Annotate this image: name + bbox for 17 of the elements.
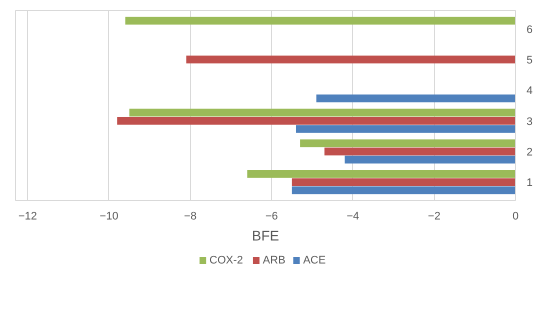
y-tick-label: 3 [526,116,533,128]
x-tick-label: 0 [512,210,519,222]
x-tick-label: −6 [265,210,278,222]
x-tick-label: −4 [346,210,360,222]
x-tick-label: −8 [184,210,197,222]
x-tick-label: −12 [18,210,38,222]
x-axis-title: BFE [252,228,280,244]
y-tick-label: 1 [526,177,533,190]
y-tick-label: 6 [526,24,533,36]
x-tick-label: −10 [100,210,118,222]
legend-label: COX-2 [209,254,244,266]
legend-label: ARB [262,254,286,266]
y-tick-label: 2 [526,146,533,158]
legend-label: ACE [303,254,326,266]
y-tick-label: 4 [526,85,533,98]
y-tick-label: 5 [526,54,533,67]
x-tick-label: −2 [428,210,440,222]
